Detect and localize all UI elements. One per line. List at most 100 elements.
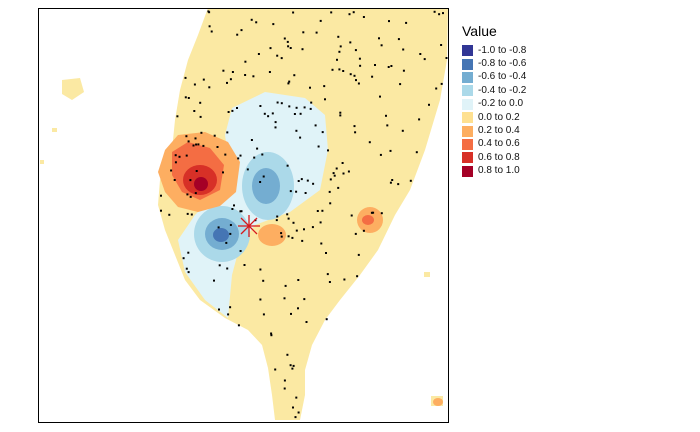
station-point [303,228,305,231]
station-point [261,153,264,156]
station-point [160,209,162,212]
station-point [321,131,324,134]
station-point [253,156,256,159]
station-point [182,257,185,260]
station-point [374,64,376,66]
station-point [231,71,234,73]
station-point [160,194,162,197]
station-point [337,186,340,189]
station-point [187,271,190,274]
station-point [402,69,405,72]
station-point [224,153,227,156]
station-point [237,157,240,160]
station-point [338,68,341,71]
station-point [379,95,381,98]
station-point [291,367,294,370]
station-point [339,111,342,114]
station-point [321,209,324,212]
station-point [229,78,232,81]
station-point [355,79,357,82]
station-point [320,242,323,245]
station-point [299,136,302,139]
station-point [442,12,444,15]
station-point [297,180,300,182]
station-point [311,226,314,229]
station-point [286,353,289,356]
station-point [244,60,247,63]
station-point [193,83,196,86]
station-point [246,168,249,171]
station-point [184,96,187,99]
station-point [337,35,340,38]
asterisk-marker-icon [238,215,260,237]
station-point [244,74,247,76]
station-point [227,111,230,113]
legend-item: -0.2 to 0.0 [462,98,582,111]
station-point [292,11,295,14]
station-point [259,105,262,107]
station-point [295,396,298,399]
station-point [338,50,341,53]
land-mass [158,8,448,420]
station-point [200,131,203,134]
station-point [274,368,277,371]
station-point [210,30,213,33]
station-point [316,210,319,212]
station-point [255,21,258,24]
station-point [336,58,338,61]
legend-item: 0.6 to 0.8 [462,151,582,164]
station-point [274,121,277,124]
station-point [193,110,196,112]
legend-label: 0.8 to 1.0 [478,165,520,177]
station-point [445,57,448,59]
station-point [280,102,283,105]
legend-label: 0.4 to 0.6 [478,138,520,150]
station-point [362,229,365,232]
station-point [270,334,273,337]
legend-item: -0.6 to -0.4 [462,71,582,84]
legend-item: -0.4 to -0.2 [462,84,582,97]
station-point [186,212,189,215]
station-point [270,332,273,335]
value-region-negative [252,168,280,204]
station-point [271,112,274,115]
legend-item: 0.4 to 0.6 [462,138,582,151]
station-point [370,211,373,214]
station-point [239,154,242,157]
station-point [276,101,279,104]
legend-item: 0.2 to 0.4 [462,124,582,137]
station-point [295,229,298,232]
station-point [275,219,278,222]
station-point [317,145,320,148]
station-point [283,37,286,40]
station-point [286,213,289,216]
station-point [291,236,294,239]
station-point [297,279,300,281]
station-point [283,387,286,390]
legend: Value -1.0 to -0.8 -0.8 to -0.6 -0.6 to -0… [462,22,582,178]
legend-item: 0.8 to 1.0 [462,165,582,178]
station-point [280,232,283,235]
station-point [303,298,306,301]
station-point [333,174,336,177]
island [40,160,44,164]
station-point [312,182,315,185]
station-point [348,13,351,16]
station-point [359,64,362,67]
legend-swatch [462,45,473,57]
station-point [390,65,393,67]
legend-label: -0.4 to -0.2 [478,84,527,96]
station-point [401,129,404,132]
station-point [186,193,189,196]
legend-swatch [462,98,473,110]
station-point [440,44,443,46]
station-point [341,162,344,164]
station-point [189,195,192,198]
station-point [297,307,299,310]
station-point [227,313,230,316]
station-point [387,66,390,68]
station-point [195,170,198,172]
station-point [350,214,353,217]
station-point [302,31,305,34]
